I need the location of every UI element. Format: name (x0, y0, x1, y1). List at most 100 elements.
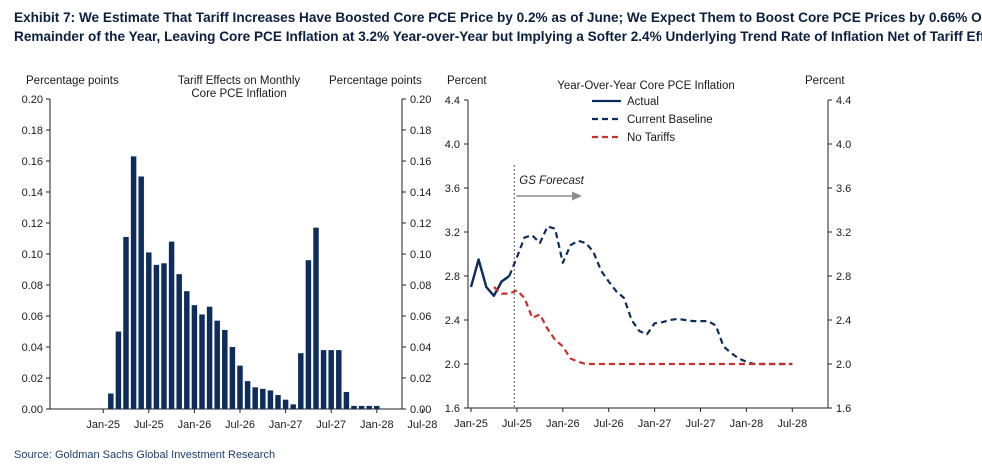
x-tick-label: Jul-27 (686, 418, 716, 430)
legend-label: No Tariffs (627, 132, 675, 144)
y-tick-label-right: 0.04 (410, 342, 431, 354)
x-tick-label: Jul-28 (777, 418, 807, 430)
chart-title: Year-Over-Year Core PCE Inflation (557, 80, 735, 92)
bar-may-27 (313, 227, 319, 409)
y-tick-label-right: 0.06 (410, 311, 431, 323)
y-tick-label: 3.6 (445, 183, 460, 195)
x-tick-label: Jan-28 (730, 418, 764, 430)
left-axis-label: Percent (447, 75, 487, 87)
y-tick-label: 0.00 (22, 404, 43, 416)
title-line-2: Remainder of the Year, Leaving Core PCE … (14, 29, 982, 44)
y-tick-label: 0.16 (22, 156, 43, 168)
bar-dec-26 (275, 395, 281, 409)
y-tick-label: 0.20 (22, 94, 43, 106)
y-tick-label-right: 0.14 (410, 187, 431, 199)
bar-jan-27 (282, 399, 289, 409)
bar-jul-25 (146, 252, 152, 409)
bar-jun-25 (138, 176, 144, 409)
chart-title-line: Core PCE Inflation (191, 88, 286, 100)
y-tick-label-right: 3.2 (836, 227, 851, 239)
bar-sep-26 (252, 387, 258, 409)
bar-oct-26 (260, 388, 266, 409)
y-tick-label: 2.0 (445, 359, 460, 371)
y-tick-label-right: 0.20 (410, 94, 431, 106)
y-tick-label-right: 3.6 (836, 183, 851, 195)
right-axis-label: Percentage points (329, 75, 422, 87)
series-line-no-tariffs (493, 286, 793, 366)
bar-nov-26 (267, 390, 274, 409)
bar-jul-27 (328, 350, 334, 409)
core-pce-line-chart: Percent Percent Year-Over-Year Core PCE In… (445, 75, 852, 430)
y-tick-label-right: 2.0 (836, 359, 851, 371)
x-tick-label: Jul-28 (407, 419, 437, 431)
series-line-current-baseline (508, 225, 793, 366)
bar-sep-27 (343, 391, 350, 409)
y-tick-label-right: 4.0 (836, 139, 851, 151)
x-tick-label: Jan-25 (86, 419, 120, 431)
x-tick-label: Jul-27 (316, 419, 346, 431)
x-tick-label: Jan-25 (454, 418, 488, 430)
source-note: Source: Goldman Sachs Global Investment … (14, 449, 276, 461)
y-tick-label-right: 0.12 (410, 218, 431, 230)
y-tick-label-right: 0.10 (410, 249, 431, 261)
bar-jun-26 (229, 347, 236, 409)
y-tick-label: 0.02 (22, 373, 43, 385)
y-tick-label-right: 2.4 (836, 315, 851, 327)
bar-sep-25 (161, 263, 167, 409)
y-tick-label-right: 0.00 (410, 404, 431, 416)
y-tick-label-right: 0.16 (410, 156, 431, 168)
y-tick-label-right: 0.18 (410, 125, 431, 137)
y-tick-label: 0.08 (22, 280, 43, 292)
forecast-annotation: GS Forecast (519, 175, 584, 187)
y-tick-label-right: 2.8 (836, 271, 851, 283)
series-line-actual (469, 258, 510, 297)
tariff-effects-bar-chart: Percentage points Percentage points Tariff… (22, 75, 438, 431)
bar-feb-27 (290, 404, 296, 409)
bar-nov-27 (358, 405, 365, 409)
y-tick-label: 2.4 (445, 315, 460, 327)
bar-dec-25 (184, 291, 190, 409)
title-line-1: Exhibit 7: We Estimate That Tariff Incre… (14, 10, 982, 25)
y-tick-label-right: 4.4 (836, 95, 851, 107)
y-tick-label: 2.8 (445, 271, 460, 283)
x-tick-label: Jan-26 (546, 418, 580, 430)
forecast-arrow-head (572, 191, 582, 201)
right-axis-label: Percent (805, 75, 845, 87)
y-tick-label: 0.12 (22, 218, 43, 230)
bar-aug-25 (153, 264, 160, 409)
left-axis-label: Percentage points (26, 75, 119, 87)
x-tick-label: Jan-28 (360, 419, 394, 431)
bar-oct-25 (168, 241, 175, 409)
x-tick-label: Jul-26 (594, 418, 624, 430)
bar-feb-25 (108, 393, 114, 409)
bar-jan-26 (191, 305, 198, 409)
y-tick-label-right: 0.02 (410, 373, 431, 385)
y-tick-label: 0.04 (22, 342, 43, 354)
bar-mar-25 (115, 331, 122, 409)
y-tick-label: 4.4 (445, 95, 460, 107)
y-tick-label: 3.2 (445, 227, 460, 239)
bar-mar-27 (298, 353, 304, 409)
bar-apr-27 (305, 260, 312, 409)
bar-jul-26 (237, 365, 243, 409)
x-tick-label: Jul-25 (502, 418, 532, 430)
legend-label: Actual (627, 96, 659, 108)
x-tick-label: Jul-26 (225, 419, 255, 431)
bar-jan-28 (374, 405, 380, 409)
bar-jun-27 (320, 350, 327, 409)
bar-aug-27 (336, 350, 342, 409)
bar-dec-27 (366, 405, 372, 409)
bar-may-25 (130, 156, 137, 409)
x-tick-label: Jan-26 (178, 419, 212, 431)
y-tick-label-right: 1.6 (836, 403, 851, 415)
x-tick-label: Jan-27 (269, 419, 303, 431)
bar-nov-25 (176, 274, 182, 409)
bar-may-26 (222, 329, 228, 409)
legend-label: Current Baseline (627, 114, 713, 126)
x-tick-label: Jul-25 (134, 419, 164, 431)
y-tick-label: 4.0 (445, 139, 460, 151)
bar-feb-26 (199, 314, 205, 409)
exhibit-title: Exhibit 7: We Estimate That Tariff Incre… (14, 8, 982, 46)
y-tick-label: 1.6 (445, 403, 460, 415)
